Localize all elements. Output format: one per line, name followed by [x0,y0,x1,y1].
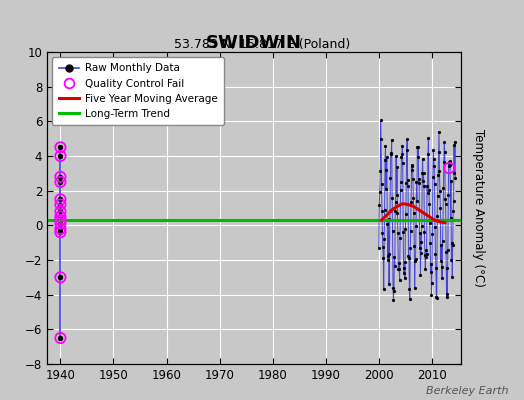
Point [56,214,64,220]
Text: Berkeley Earth: Berkeley Earth [426,386,508,396]
Point [56,229,64,236]
Point [56,144,64,150]
Point [56,179,64,185]
Text: 53.783 N, 15.817 E (Poland): 53.783 N, 15.817 E (Poland) [174,38,350,51]
Point [56,226,64,232]
Point [56,208,64,215]
Point [56,220,64,227]
Point [56,196,64,202]
Point [56,335,64,341]
Y-axis label: Temperature Anomaly (°C): Temperature Anomaly (°C) [473,129,485,287]
Point [56,274,64,280]
Legend: Raw Monthly Data, Quality Control Fail, Five Year Moving Average, Long-Term Tren: Raw Monthly Data, Quality Control Fail, … [52,57,224,125]
Point [445,165,453,171]
Point [56,174,64,180]
Title: SWIDWIN: SWIDWIN [206,34,302,52]
Point [56,201,64,208]
Point [56,217,64,223]
Point [56,153,64,159]
